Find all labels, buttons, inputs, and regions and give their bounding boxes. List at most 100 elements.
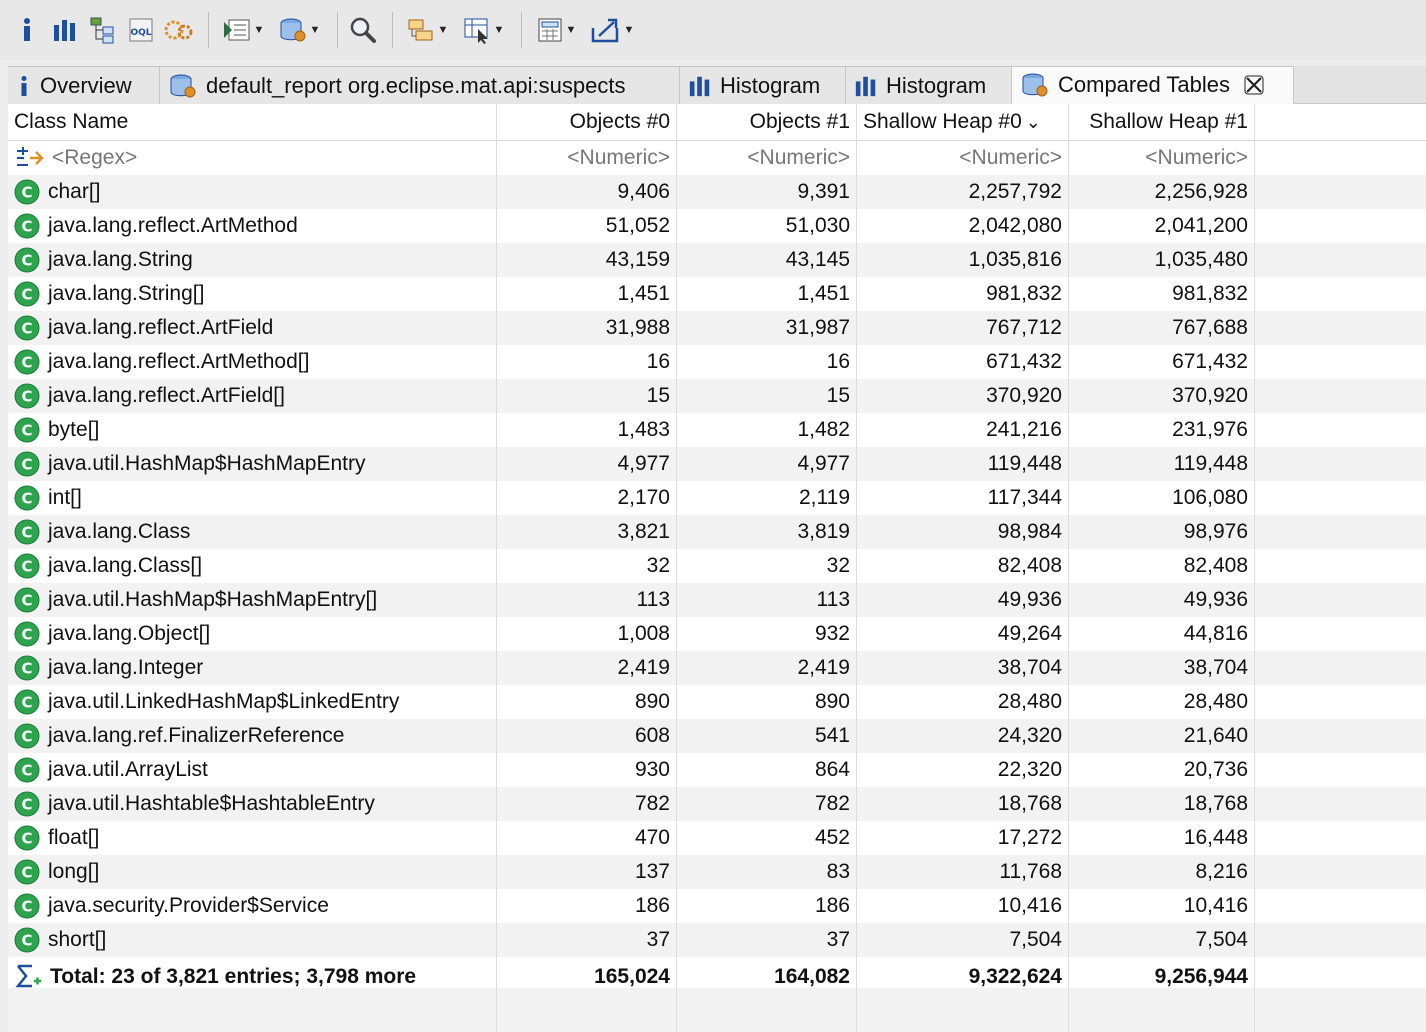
class-icon: C — [14, 213, 40, 239]
run-expert-system-icon[interactable]: ▼ — [217, 13, 269, 47]
dropdown-arrow-icon[interactable]: ▼ — [623, 24, 635, 36]
class-icon: C — [14, 553, 40, 579]
dropdown-arrow-icon[interactable]: ▼ — [253, 24, 265, 36]
shallow-heap-0-filter[interactable]: <Numeric> — [857, 141, 1069, 175]
table-header: Class Name Objects #0 Objects #1 Shallow… — [8, 104, 1426, 141]
calculator-icon[interactable]: ▼ — [530, 13, 582, 47]
column-header-objects-1[interactable]: Objects #1 — [677, 104, 857, 140]
oql-icon[interactable]: OQL — [124, 13, 158, 47]
query-browser-icon[interactable]: ▼ — [273, 13, 325, 47]
dropdown-arrow-icon[interactable]: ▼ — [309, 24, 321, 36]
tab-histogram-1[interactable]: Histogram — [680, 66, 846, 104]
objects-1-cell: 452 — [677, 821, 857, 855]
search-icon[interactable] — [346, 13, 380, 47]
shallow-heap-1-filter[interactable]: <Numeric> — [1069, 141, 1255, 175]
objects-1-filter[interactable]: <Numeric> — [677, 141, 857, 175]
column-header-objects-0[interactable]: Objects #0 — [497, 104, 677, 140]
svg-text:C: C — [21, 388, 32, 406]
tab-compared-tables[interactable]: Compared Tables — [1012, 66, 1294, 104]
column-header-shallow-heap-1[interactable]: Shallow Heap #1 — [1069, 104, 1255, 140]
dropdown-arrow-icon[interactable]: ▼ — [565, 24, 577, 36]
tab-default-report[interactable]: default_report org.eclipse.mat.api:suspe… — [160, 66, 680, 104]
tab-histogram-2[interactable]: Histogram — [846, 66, 1012, 104]
dropdown-arrow-icon[interactable]: ▼ — [493, 24, 505, 36]
shallow-heap-0-cell: 119,448 — [857, 447, 1069, 481]
heap-dump-overview-icon[interactable] — [162, 13, 196, 47]
close-icon[interactable] — [1244, 75, 1264, 95]
histogram-icon[interactable] — [48, 13, 82, 47]
shallow-heap-1-cell: 21,640 — [1069, 719, 1255, 753]
dominator-tree-icon[interactable] — [86, 13, 120, 47]
objects-0-filter[interactable]: <Numeric> — [497, 141, 677, 175]
group-by-icon[interactable]: ▼ — [401, 13, 453, 47]
svg-text:C: C — [21, 898, 32, 916]
class-name: java.util.Hashtable$HashtableEntry — [48, 792, 375, 815]
export-icon[interactable]: ▼ — [586, 13, 638, 47]
objects-0-cell: 930 — [497, 753, 677, 787]
objects-0-cell: 113 — [497, 583, 677, 617]
class-name-filter[interactable]: <Regex> — [8, 141, 497, 175]
shallow-heap-0-cell: 1,035,816 — [857, 243, 1069, 277]
column-editor-icon[interactable]: ▼ — [457, 13, 509, 47]
objects-0-cell: 9,406 — [497, 175, 677, 209]
class-name: java.util.HashMap$HashMapEntry[] — [48, 588, 378, 611]
class-icon: C — [14, 587, 40, 613]
dropdown-arrow-icon[interactable]: ▼ — [437, 24, 449, 36]
column-header-shallow-heap-0[interactable]: Shallow Heap #0 ⌄ — [857, 104, 1069, 140]
column-header-class-name[interactable]: Class Name — [8, 104, 497, 140]
info-icon[interactable] — [10, 13, 44, 47]
class-name: java.lang.reflect.ArtField — [48, 316, 274, 339]
tab-overview[interactable]: Overview — [8, 66, 160, 104]
total-shallow-heap-1: 9,256,944 — [1069, 957, 1255, 997]
shallow-heap-1-cell: 671,432 — [1069, 345, 1255, 379]
objects-1-cell: 51,030 — [677, 209, 857, 243]
shallow-heap-1-cell: 44,816 — [1069, 617, 1255, 651]
